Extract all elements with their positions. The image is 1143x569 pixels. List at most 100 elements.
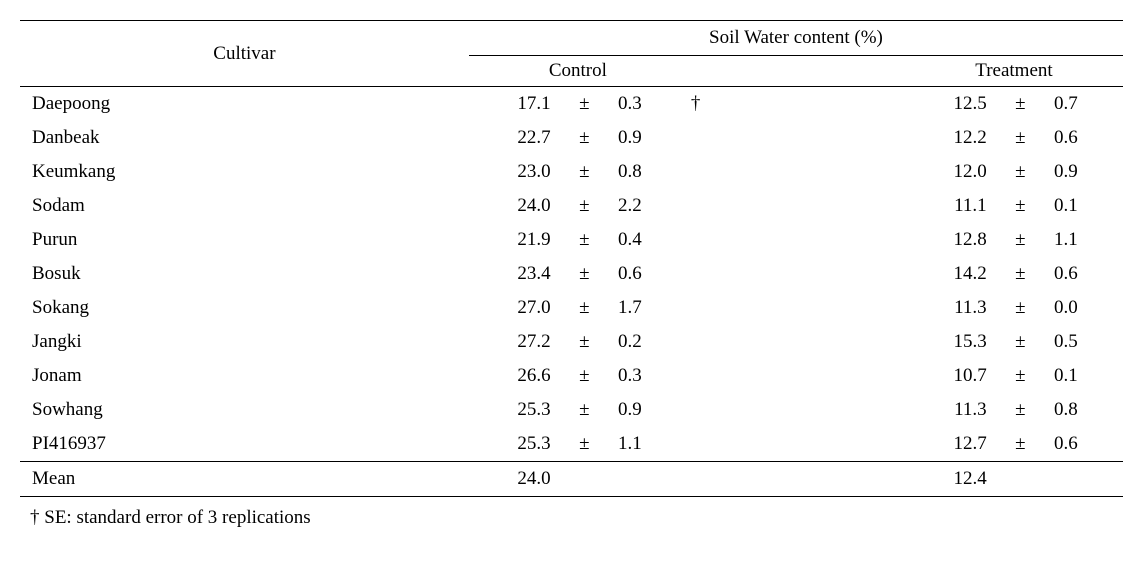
- treatment-value-cell: 12.5: [905, 87, 995, 122]
- treatment-pm-cell: ±: [995, 393, 1046, 427]
- control-error-cell: 0.3: [610, 359, 687, 393]
- control-header: Control: [469, 56, 687, 87]
- mean-empty-cell: [687, 462, 725, 497]
- treatment-error-cell: 0.6: [1046, 121, 1123, 155]
- dagger-cell: [687, 189, 725, 223]
- control-value-cell: 25.3: [469, 393, 559, 427]
- treatment-value-cell: 11.3: [905, 291, 995, 325]
- dagger-cell: [687, 325, 725, 359]
- treatment-value-cell: 15.3: [905, 325, 995, 359]
- mean-empty-cell: [559, 462, 610, 497]
- control-error-cell: 0.6: [610, 257, 687, 291]
- dagger-cell: †: [687, 87, 725, 122]
- control-error-cell: 0.8: [610, 155, 687, 189]
- gap-cell: [725, 189, 905, 223]
- mean-empty-cell: [725, 462, 905, 497]
- cultivar-cell: Danbeak: [20, 121, 469, 155]
- treatment-error-cell: 0.7: [1046, 87, 1123, 122]
- treatment-pm-cell: ±: [995, 427, 1046, 462]
- cultivar-cell: Sokang: [20, 291, 469, 325]
- control-error-cell: 0.9: [610, 121, 687, 155]
- control-error-cell: 0.9: [610, 393, 687, 427]
- control-error-cell: 1.7: [610, 291, 687, 325]
- treatment-pm-cell: ±: [995, 189, 1046, 223]
- dagger-cell: [687, 393, 725, 427]
- treatment-pm-cell: ±: [995, 155, 1046, 189]
- table-row: Danbeak22.7±0.912.2±0.6: [20, 121, 1123, 155]
- cultivar-cell: Jonam: [20, 359, 469, 393]
- cultivar-header: Cultivar: [20, 21, 469, 87]
- treatment-value-cell: 14.2: [905, 257, 995, 291]
- treatment-pm-cell: ±: [995, 291, 1046, 325]
- treatment-header: Treatment: [905, 56, 1123, 87]
- cultivar-cell: Sodam: [20, 189, 469, 223]
- treatment-value-cell: 12.7: [905, 427, 995, 462]
- control-error-cell: 1.1: [610, 427, 687, 462]
- table-row: Keumkang23.0±0.812.0±0.9: [20, 155, 1123, 189]
- treatment-pm-cell: ±: [995, 121, 1046, 155]
- gap-cell: [725, 121, 905, 155]
- table-row: Daepoong17.1±0.3†12.5±0.7: [20, 87, 1123, 122]
- footnote: † SE: standard error of 3 replications: [20, 507, 1123, 529]
- mean-empty-cell: [995, 462, 1046, 497]
- dagger-header-gap: [687, 56, 725, 87]
- treatment-error-cell: 0.0: [1046, 291, 1123, 325]
- table-row: Purun21.9±0.412.8±1.1: [20, 223, 1123, 257]
- gap-cell: [725, 393, 905, 427]
- gap-cell: [725, 223, 905, 257]
- control-value-cell: 27.0: [469, 291, 559, 325]
- mean-row: Mean24.012.4: [20, 462, 1123, 497]
- table-body: Daepoong17.1±0.3†12.5±0.7Danbeak22.7±0.9…: [20, 87, 1123, 497]
- dagger-cell: [687, 291, 725, 325]
- control-pm-cell: ±: [559, 223, 610, 257]
- control-value-cell: 23.0: [469, 155, 559, 189]
- treatment-value-cell: 12.8: [905, 223, 995, 257]
- control-value-cell: 21.9: [469, 223, 559, 257]
- dagger-cell: [687, 155, 725, 189]
- treatment-error-cell: 0.6: [1046, 427, 1123, 462]
- treatment-pm-cell: ±: [995, 359, 1046, 393]
- gap-header: [725, 56, 905, 87]
- mean-treatment-cell: 12.4: [905, 462, 995, 497]
- control-pm-cell: ±: [559, 359, 610, 393]
- cultivar-cell: PI416937: [20, 427, 469, 462]
- gap-cell: [725, 87, 905, 122]
- control-pm-cell: ±: [559, 87, 610, 122]
- dagger-cell: [687, 359, 725, 393]
- dagger-cell: [687, 257, 725, 291]
- cultivar-cell: Jangki: [20, 325, 469, 359]
- gap-cell: [725, 257, 905, 291]
- gap-cell: [725, 291, 905, 325]
- control-pm-cell: ±: [559, 393, 610, 427]
- control-value-cell: 27.2: [469, 325, 559, 359]
- treatment-value-cell: 10.7: [905, 359, 995, 393]
- table-row: Sodam24.0±2.211.1±0.1: [20, 189, 1123, 223]
- treatment-value-cell: 12.2: [905, 121, 995, 155]
- control-pm-cell: ±: [559, 155, 610, 189]
- treatment-pm-cell: ±: [995, 325, 1046, 359]
- control-pm-cell: ±: [559, 257, 610, 291]
- treatment-value-cell: 11.3: [905, 393, 995, 427]
- control-value-cell: 17.1: [469, 87, 559, 122]
- treatment-value-cell: 12.0: [905, 155, 995, 189]
- treatment-pm-cell: ±: [995, 223, 1046, 257]
- control-pm-cell: ±: [559, 427, 610, 462]
- control-value-cell: 25.3: [469, 427, 559, 462]
- cultivar-cell: Keumkang: [20, 155, 469, 189]
- header-row-1: Cultivar Soil Water content (%): [20, 21, 1123, 56]
- treatment-error-cell: 0.6: [1046, 257, 1123, 291]
- table-header: Cultivar Soil Water content (%) Control …: [20, 21, 1123, 87]
- treatment-error-cell: 1.1: [1046, 223, 1123, 257]
- treatment-error-cell: 0.9: [1046, 155, 1123, 189]
- swc-header: Soil Water content (%): [469, 21, 1123, 56]
- control-pm-cell: ±: [559, 291, 610, 325]
- gap-cell: [725, 359, 905, 393]
- treatment-error-cell: 0.5: [1046, 325, 1123, 359]
- dagger-cell: [687, 427, 725, 462]
- control-pm-cell: ±: [559, 121, 610, 155]
- treatment-pm-cell: ±: [995, 87, 1046, 122]
- dagger-cell: [687, 223, 725, 257]
- treatment-error-cell: 0.8: [1046, 393, 1123, 427]
- control-value-cell: 26.6: [469, 359, 559, 393]
- table-row: Sokang27.0±1.711.3±0.0: [20, 291, 1123, 325]
